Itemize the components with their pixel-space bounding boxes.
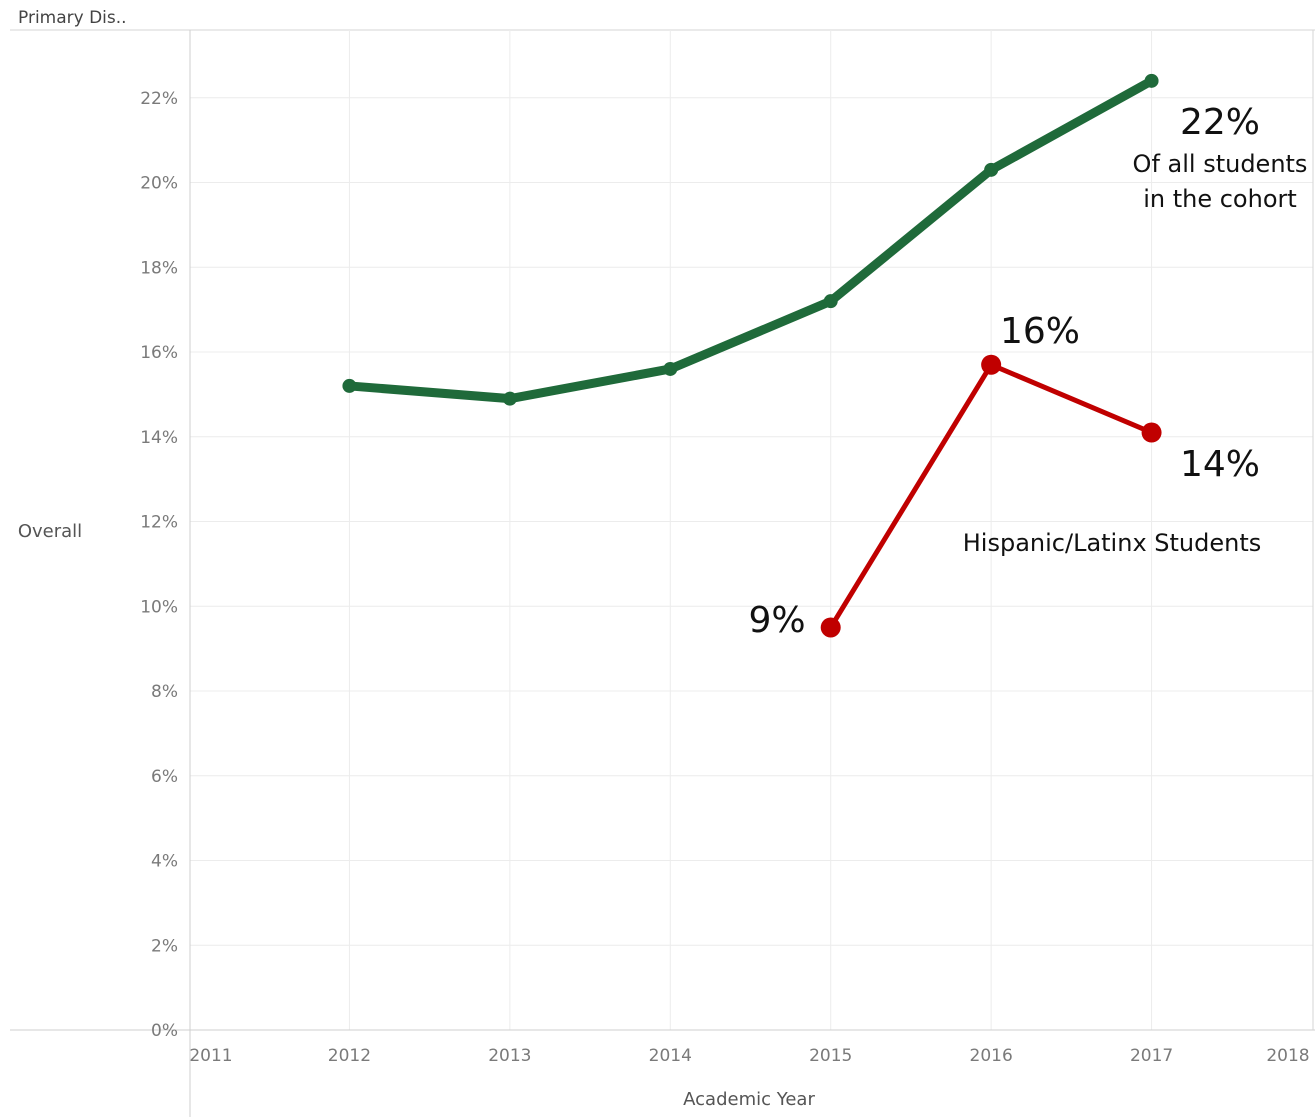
data-point-overall [984, 162, 999, 177]
y-tick-label: 16% [140, 343, 178, 363]
data-point-overall [1144, 73, 1159, 88]
overall-series-label-line1: Of all students [1133, 150, 1308, 178]
x-tick-label: 2016 [970, 1046, 1013, 1066]
data-point-hispanic-latinx [820, 617, 841, 638]
y-tick-label: 6% [151, 767, 178, 787]
y-tick-label: 4% [151, 852, 178, 872]
y-tick-label: 22% [140, 89, 178, 109]
header-label: Primary Dis.. [18, 8, 127, 28]
x-tick-label: 2014 [649, 1046, 692, 1066]
data-point-overall [823, 294, 838, 309]
x-tick-labels: 2011 2012 2013 2014 2015 2016 2017 2018 [189, 1046, 1309, 1066]
y-tick-label: 2% [151, 936, 178, 956]
series-line-overall [344, 76, 1157, 404]
x-axis-title: Academic Year [683, 1089, 815, 1110]
y-tick-label: 18% [140, 258, 178, 278]
y-tick-label: 8% [151, 682, 178, 702]
data-point-hispanic-latinx [1141, 422, 1162, 443]
hispanic-2017-value-label: 14% [1180, 444, 1260, 485]
y-tick-label: 20% [140, 174, 178, 194]
x-tick-label: 2017 [1130, 1046, 1173, 1066]
y-axis-title: Overall [18, 521, 82, 542]
overall-2017-value-label: 22% [1180, 102, 1260, 143]
x-tick-label: 2011 [189, 1046, 232, 1066]
overall-series-label-line2: in the cohort [1143, 185, 1297, 213]
y-tick-label: 12% [140, 513, 178, 533]
hispanic-2015-value-label: 9% [748, 600, 805, 641]
data-point-overall [502, 391, 517, 406]
data-point-hispanic-latinx [981, 354, 1002, 375]
hispanic-2016-value-label: 16% [1000, 311, 1080, 352]
hispanic-series-label: Hispanic/Latinx Students [963, 529, 1262, 557]
y-gridlines [190, 97, 1313, 946]
x-tick-label: 2015 [809, 1046, 852, 1066]
y-tick-labels: 0% 2% 4% 6% 8% 10% 12% 14% 16% 18% 20% 22% [140, 89, 178, 1041]
x-gridlines [348, 30, 1153, 1030]
data-point-overall [342, 378, 357, 393]
y-tick-label: 0% [151, 1021, 178, 1041]
x-tick-label: 2018 [1266, 1046, 1309, 1066]
x-tick-label: 2013 [488, 1046, 531, 1066]
y-tick-label: 14% [140, 428, 178, 448]
y-tick-label: 10% [140, 597, 178, 617]
x-tick-label: 2012 [328, 1046, 371, 1066]
series-group [342, 73, 1162, 638]
data-point-overall [663, 361, 678, 376]
